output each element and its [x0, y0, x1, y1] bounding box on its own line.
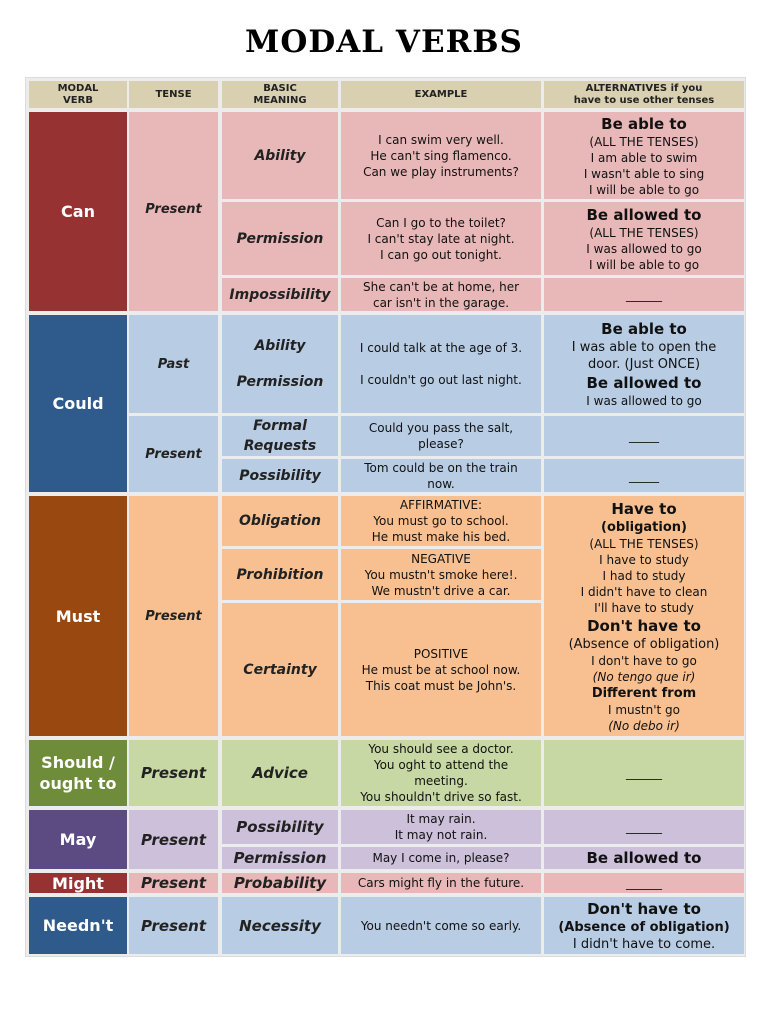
tense-present: Present [129, 873, 218, 893]
example-can-permission: Can I go to the toilet? I can't stay lat… [341, 202, 541, 275]
example-neednt-necessity: You needn't come so early. [341, 897, 541, 954]
example-could-formal: Could you pass the salt, please? [341, 416, 541, 456]
alternative-neednt: Don't have to (Absence of obligation) I … [544, 897, 744, 954]
tense-past: Past [129, 315, 218, 413]
alternative-may-permission: Be allowed to [544, 847, 744, 869]
alternative-must: Have to (obligation) (ALL THE TENSES) I … [544, 496, 744, 736]
header-tense: TENSE [129, 81, 218, 108]
meaning-permission: Permission [222, 847, 338, 869]
meaning-permission: Permission [222, 202, 338, 275]
example-could-past: I could talk at the age of 3. I couldn't… [341, 315, 541, 413]
tense-present: Present [129, 810, 218, 869]
alternative-may-possibility: ______ [544, 810, 744, 844]
meaning-impossibility: Impossibility [222, 278, 338, 311]
header-example: EXAMPLE [341, 81, 541, 108]
example-may-possibility: It may rain. It may not rain. [341, 810, 541, 844]
modal-verb-could: Could [29, 315, 127, 492]
alternative-can-permission: Be allowed to (ALL THE TENSES) I was all… [544, 202, 744, 275]
meaning-obligation: Obligation [222, 496, 338, 546]
alternative-should: ______ [544, 740, 744, 806]
example-could-possibility: Tom could be on the train now. [341, 459, 541, 492]
alternative-could-possibility: _____ [544, 459, 744, 492]
example-can-ability: I can swim very well. He can't sing flam… [341, 112, 541, 199]
alternative-could-formal: _____ [544, 416, 744, 456]
alternative-can-impossibility: ______ [544, 278, 744, 311]
modal-verb-neednt: Needn't [29, 897, 127, 954]
example-can-impossibility: She can't be at home, her car isn't in t… [341, 278, 541, 311]
modal-verbs-table: MODAL VERB TENSE BASIC MEANING EXAMPLE A… [25, 77, 746, 957]
meaning-possibility: Possibility [222, 459, 338, 492]
alternative-might: ______ [544, 873, 744, 893]
modal-verb-should: Should / ought to [29, 740, 127, 806]
meaning-ability-permission: Ability Permission [222, 315, 338, 413]
modal-verb-may: May [29, 810, 127, 869]
meaning-possibility: Possibility [222, 810, 338, 844]
meaning-ability: Ability [222, 112, 338, 199]
tense-present: Present [129, 112, 218, 311]
meaning-certainty: Certainty [222, 603, 338, 736]
modal-verb-might: Might [29, 873, 127, 893]
meaning-necessity: Necessity [222, 897, 338, 954]
example-must-prohibition: NEGATIVE You mustn't smoke here!. We mus… [341, 549, 541, 600]
header-alternatives: ALTERNATIVES if you have to use other te… [544, 81, 744, 108]
tense-present: Present [129, 496, 218, 736]
example-should-advice: You should see a doctor. You oght to att… [341, 740, 541, 806]
tense-present: Present [129, 897, 218, 954]
example-might-probability: Cars might fly in the future. [341, 873, 541, 893]
example-must-certainty: POSITIVE He must be at school now. This … [341, 603, 541, 736]
page-title: MODAL VERBS [245, 24, 523, 60]
tense-present: Present [129, 416, 218, 492]
header-modal-verb: MODAL VERB [29, 81, 127, 108]
modal-verb-can: Can [29, 112, 127, 311]
meaning-advice: Advice [222, 740, 338, 806]
header-basic-meaning: BASIC MEANING [222, 81, 338, 108]
example-must-obligation: AFFIRMATIVE: You must go to school. He m… [341, 496, 541, 546]
alternative-can-ability: Be able to (ALL THE TENSES) I am able to… [544, 112, 744, 199]
meaning-probability: Probability [222, 873, 338, 893]
example-may-permission: May I come in, please? [341, 847, 541, 869]
alternative-could-past: Be able to I was able to open the door. … [544, 315, 744, 413]
meaning-formal-requests: Formal Requests [222, 416, 338, 456]
meaning-prohibition: Prohibition [222, 549, 338, 600]
tense-present: Present [129, 740, 218, 806]
modal-verb-must: Must [29, 496, 127, 736]
